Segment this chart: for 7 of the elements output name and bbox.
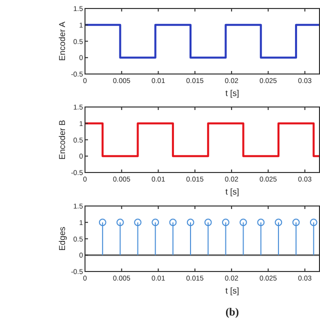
x-axis-title: t [s] — [225, 88, 240, 98]
x-axis-title: t [s] — [225, 286, 240, 296]
y-axis-title: Edges — [57, 226, 67, 251]
y-axis-title: Encoder B — [57, 120, 67, 160]
x-axis-title: t [s] — [225, 186, 240, 196]
y-axis-title: Encoder A — [57, 21, 67, 61]
text: (b) — [226, 306, 240, 318]
